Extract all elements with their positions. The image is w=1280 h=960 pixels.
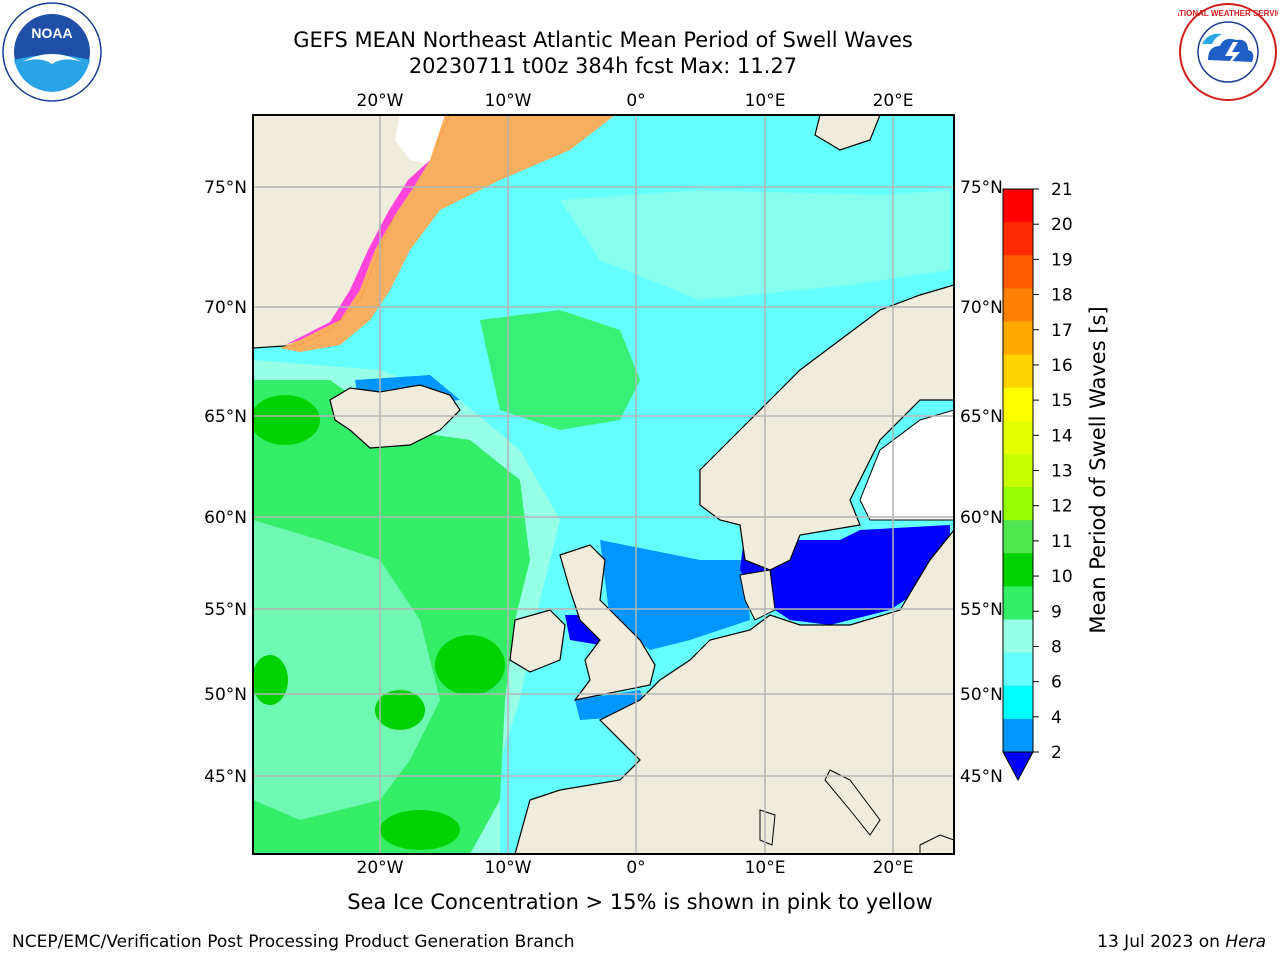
colorbar-tick-label: 12: [1051, 497, 1073, 517]
swell-band-light-patch: [253, 520, 440, 820]
sea-ice-edge: [280, 115, 615, 352]
lon-label-bottom: 10°E: [745, 858, 786, 878]
colorbar-tick-label: 4: [1051, 708, 1062, 728]
swell-peak-patch-5: [253, 655, 288, 705]
land-great-britain: [559, 544, 656, 701]
noaa-logo: NOAA: [2, 2, 102, 102]
colorbar-segment: [1003, 288, 1033, 322]
colorbar-segment: [1003, 487, 1033, 521]
colorbar-segment: [1003, 321, 1033, 356]
colorbar-tick-label: 17: [1051, 321, 1073, 341]
lat-label-left: 50°N: [204, 685, 247, 705]
colorbar-segment: [1003, 453, 1033, 488]
colorbar-title: Mean Period of Swell Waves [s]: [1086, 306, 1110, 633]
land-greece: [919, 834, 954, 854]
land-finland-white: [859, 409, 954, 521]
colorbar-segment: [1003, 387, 1033, 422]
land-sardinia: [759, 809, 776, 846]
colorbar-tick-label: 18: [1051, 286, 1073, 306]
colorbar-segment: [1003, 553, 1033, 587]
lon-label-top: 20°E: [873, 91, 914, 111]
colorbar-segment: [1003, 222, 1033, 256]
colorbar-tick-label: 9: [1051, 602, 1062, 622]
colorbar-tick-label: 16: [1051, 356, 1073, 376]
lat-label-right: 65°N: [960, 407, 1003, 427]
land-italy: [824, 769, 881, 836]
colorbar-segment: [1003, 685, 1033, 720]
lon-label-bottom: 10°W: [485, 858, 532, 878]
land-continental-europe: [514, 529, 954, 854]
map-plot-area: [253, 115, 954, 854]
lat-label-right: 70°N: [960, 298, 1003, 318]
colorbar-tick-label: 15: [1051, 391, 1073, 411]
chart-title: GEFS MEAN Northeast Atlantic Mean Period…: [293, 28, 913, 52]
colorbar-tick-label: 21: [1051, 180, 1073, 200]
swell-peak-patch-1: [253, 395, 320, 445]
colorbar-segment: [1003, 652, 1033, 687]
footer-credit: NCEP/EMC/Verification Post Processing Pr…: [12, 932, 575, 952]
sea-ice-note: Sea Ice Concentration > 15% is shown in …: [347, 890, 933, 914]
lon-label-bottom: 20°W: [357, 858, 404, 878]
colorbar-tick-label: 19: [1051, 250, 1073, 270]
land-ireland: [509, 609, 566, 673]
map-gridlines: [253, 115, 954, 854]
colorbar-segment: [1003, 354, 1033, 389]
lat-label-left: 55°N: [204, 600, 247, 620]
map-frame: [252, 114, 955, 855]
lon-label-bottom: 20°E: [873, 858, 914, 878]
colorbar-tick-label: 2: [1051, 743, 1062, 763]
lat-label-left: 60°N: [204, 508, 247, 528]
colorbar-segment: [1003, 718, 1033, 753]
lat-label-left: 65°N: [204, 407, 247, 427]
lat-label-right: 50°N: [960, 685, 1003, 705]
swell-band-9-10s-north: [480, 310, 640, 430]
colorbar-extend-arrow: [1002, 751, 1034, 782]
lat-label-left: 75°N: [204, 178, 247, 198]
swell-peak-patch-4: [380, 810, 460, 850]
lon-label-top: 10°E: [745, 91, 786, 111]
lon-label-top: 0°: [626, 91, 645, 111]
footer-date-text: 13 Jul 2023 on: [1097, 932, 1220, 952]
sea-ice-low-concentration: [285, 160, 430, 345]
swell-peak-patch-3: [375, 690, 425, 730]
footer-date: 13 Jul 2023 on Hera: [1097, 932, 1266, 952]
lat-label-right: 75°N: [960, 178, 1003, 198]
nws-logo: NATIONAL WEATHER SERVICE: [1178, 3, 1278, 101]
colorbar-tick-label: 8: [1051, 637, 1062, 657]
nws-logo-text: NATIONAL WEATHER SERVICE: [1178, 9, 1278, 18]
colorbar: 21 20 19 18 17 16 15 14 13 12 11 10 9 8 6 4 2: [1002, 180, 1073, 782]
land-svalbard: [814, 115, 881, 151]
colorbar-segment: [1003, 420, 1033, 455]
swell-peak-patch-2: [435, 635, 505, 695]
land-scandinavia: [699, 284, 954, 571]
colorbar-tick-label: 14: [1051, 426, 1073, 446]
chart-subtitle: 20230711 t00z 384h fcst Max: 11.27: [408, 54, 798, 78]
lat-label-right: 60°N: [960, 508, 1003, 528]
lat-label-left: 45°N: [204, 767, 247, 787]
colorbar-tick-label: 20: [1051, 215, 1073, 235]
footer-machine: Hera: [1225, 932, 1266, 952]
colorbar-tick-label: 10: [1051, 567, 1073, 587]
lat-label-right: 55°N: [960, 600, 1003, 620]
lon-label-top: 20°W: [357, 91, 404, 111]
colorbar-segment: [1003, 189, 1033, 223]
colorbar-tick-label: 11: [1051, 532, 1073, 552]
swell-band-norwegian-sea: [560, 190, 950, 300]
lon-label-top: 10°W: [485, 91, 532, 111]
lat-label-right: 45°N: [960, 767, 1003, 787]
noaa-logo-text: NOAA: [31, 25, 72, 41]
lat-label-left: 70°N: [204, 298, 247, 318]
colorbar-tick-label: 13: [1051, 462, 1073, 482]
colorbar-segment: [1003, 619, 1033, 654]
lon-label-bottom: 0°: [626, 858, 645, 878]
colorbar-tick-label: 6: [1051, 673, 1062, 693]
colorbar-segment: [1003, 520, 1033, 554]
colorbar-segment: [1003, 255, 1033, 289]
swell-band-north-sea: [600, 540, 750, 650]
colorbar-segment: [1003, 586, 1033, 621]
